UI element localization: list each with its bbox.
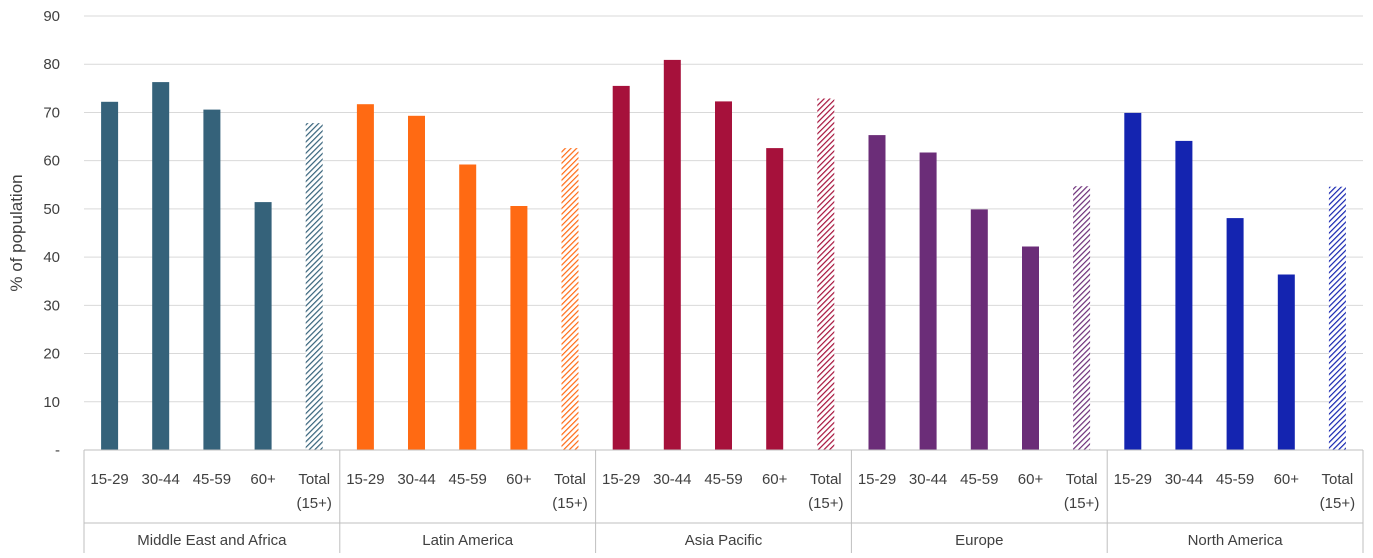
x-group-label: Latin America [422,532,514,549]
x-group-label: Middle East and Africa [137,532,287,549]
bar [1022,246,1039,450]
x-tick-label: 60+ [762,471,788,488]
bar [1277,274,1295,450]
x-tick-label: (15+) [296,495,331,512]
bar [919,152,937,450]
bar [970,209,988,450]
x-tick-label: 45-59 [704,471,742,488]
x-tick-label: 60+ [506,471,532,488]
bar [1073,186,1091,450]
bar [766,148,784,450]
bar [152,82,170,450]
bar [1328,186,1346,450]
x-tick-label: 15-29 [602,471,640,488]
bar [663,59,681,451]
x-tick-label: 30-44 [397,471,435,488]
bar [868,135,886,450]
y-tick-label: 50 [43,201,60,218]
y-tick-label: 10 [43,394,60,411]
x-tick-label: Total [298,471,330,488]
x-tick-label: (15+) [552,495,587,512]
y-axis-title: % of population [7,174,26,291]
bar [715,101,732,451]
x-tick-label: 60+ [1274,471,1300,488]
x-group-label: Europe [955,532,1003,549]
x-tick-label: Total [1066,471,1098,488]
x-tick-label: Total [810,471,842,488]
bar [1175,140,1193,450]
bar [817,98,835,450]
x-tick-label: 45-59 [193,471,231,488]
bar [254,202,272,450]
y-tick-label: 70 [43,104,60,121]
x-tick-label: (15+) [1320,495,1355,512]
bar [356,104,374,450]
x-tick-label: 15-29 [1114,471,1152,488]
x-tick-label: Total [554,471,586,488]
x-tick-label: (15+) [808,495,843,512]
y-tick-label: 80 [43,56,60,73]
x-tick-label: 60+ [250,471,276,488]
x-tick-label: 30-44 [653,471,691,488]
bar [510,206,528,450]
x-tick-label: 60+ [1018,471,1044,488]
x-tick-label: 15-29 [858,471,896,488]
bar [1124,112,1142,451]
bars [101,59,1346,451]
bar [459,164,477,450]
x-tick-label: 30-44 [909,471,947,488]
y-tick-label: 30 [43,297,60,314]
bar [408,115,425,451]
y-tick-label: 60 [43,153,60,170]
x-tick-label: 30-44 [142,471,180,488]
x-tick-label: 15-29 [90,471,128,488]
y-axis: - 10 20 30 40 50 60 70 80 90 % of population [7,8,60,459]
x-group-label: Asia Pacific [685,532,763,549]
x-tick-label: 45-59 [960,471,998,488]
x-tick-label: Total [1322,471,1354,488]
y-tick-label: 40 [43,249,60,266]
bar [305,123,323,450]
y-tick-label: - [55,442,60,459]
bar [1226,218,1244,450]
y-tick-label: 20 [43,346,60,363]
bar [561,148,579,450]
x-tick-label: 15-29 [346,471,384,488]
x-tick-label: 45-59 [1216,471,1254,488]
bar [101,101,119,451]
x-tick-label: 45-59 [449,471,487,488]
x-tick-label: 30-44 [1165,471,1203,488]
bar [203,109,221,450]
y-tick-label: 90 [43,8,60,25]
x-axis: 15-29 30-44 45-59 60+ Total (15+) Middle East … [83,449,1364,553]
x-group-label: North America [1188,532,1284,549]
x-tick-label: (15+) [1064,495,1099,512]
bar [612,85,630,451]
